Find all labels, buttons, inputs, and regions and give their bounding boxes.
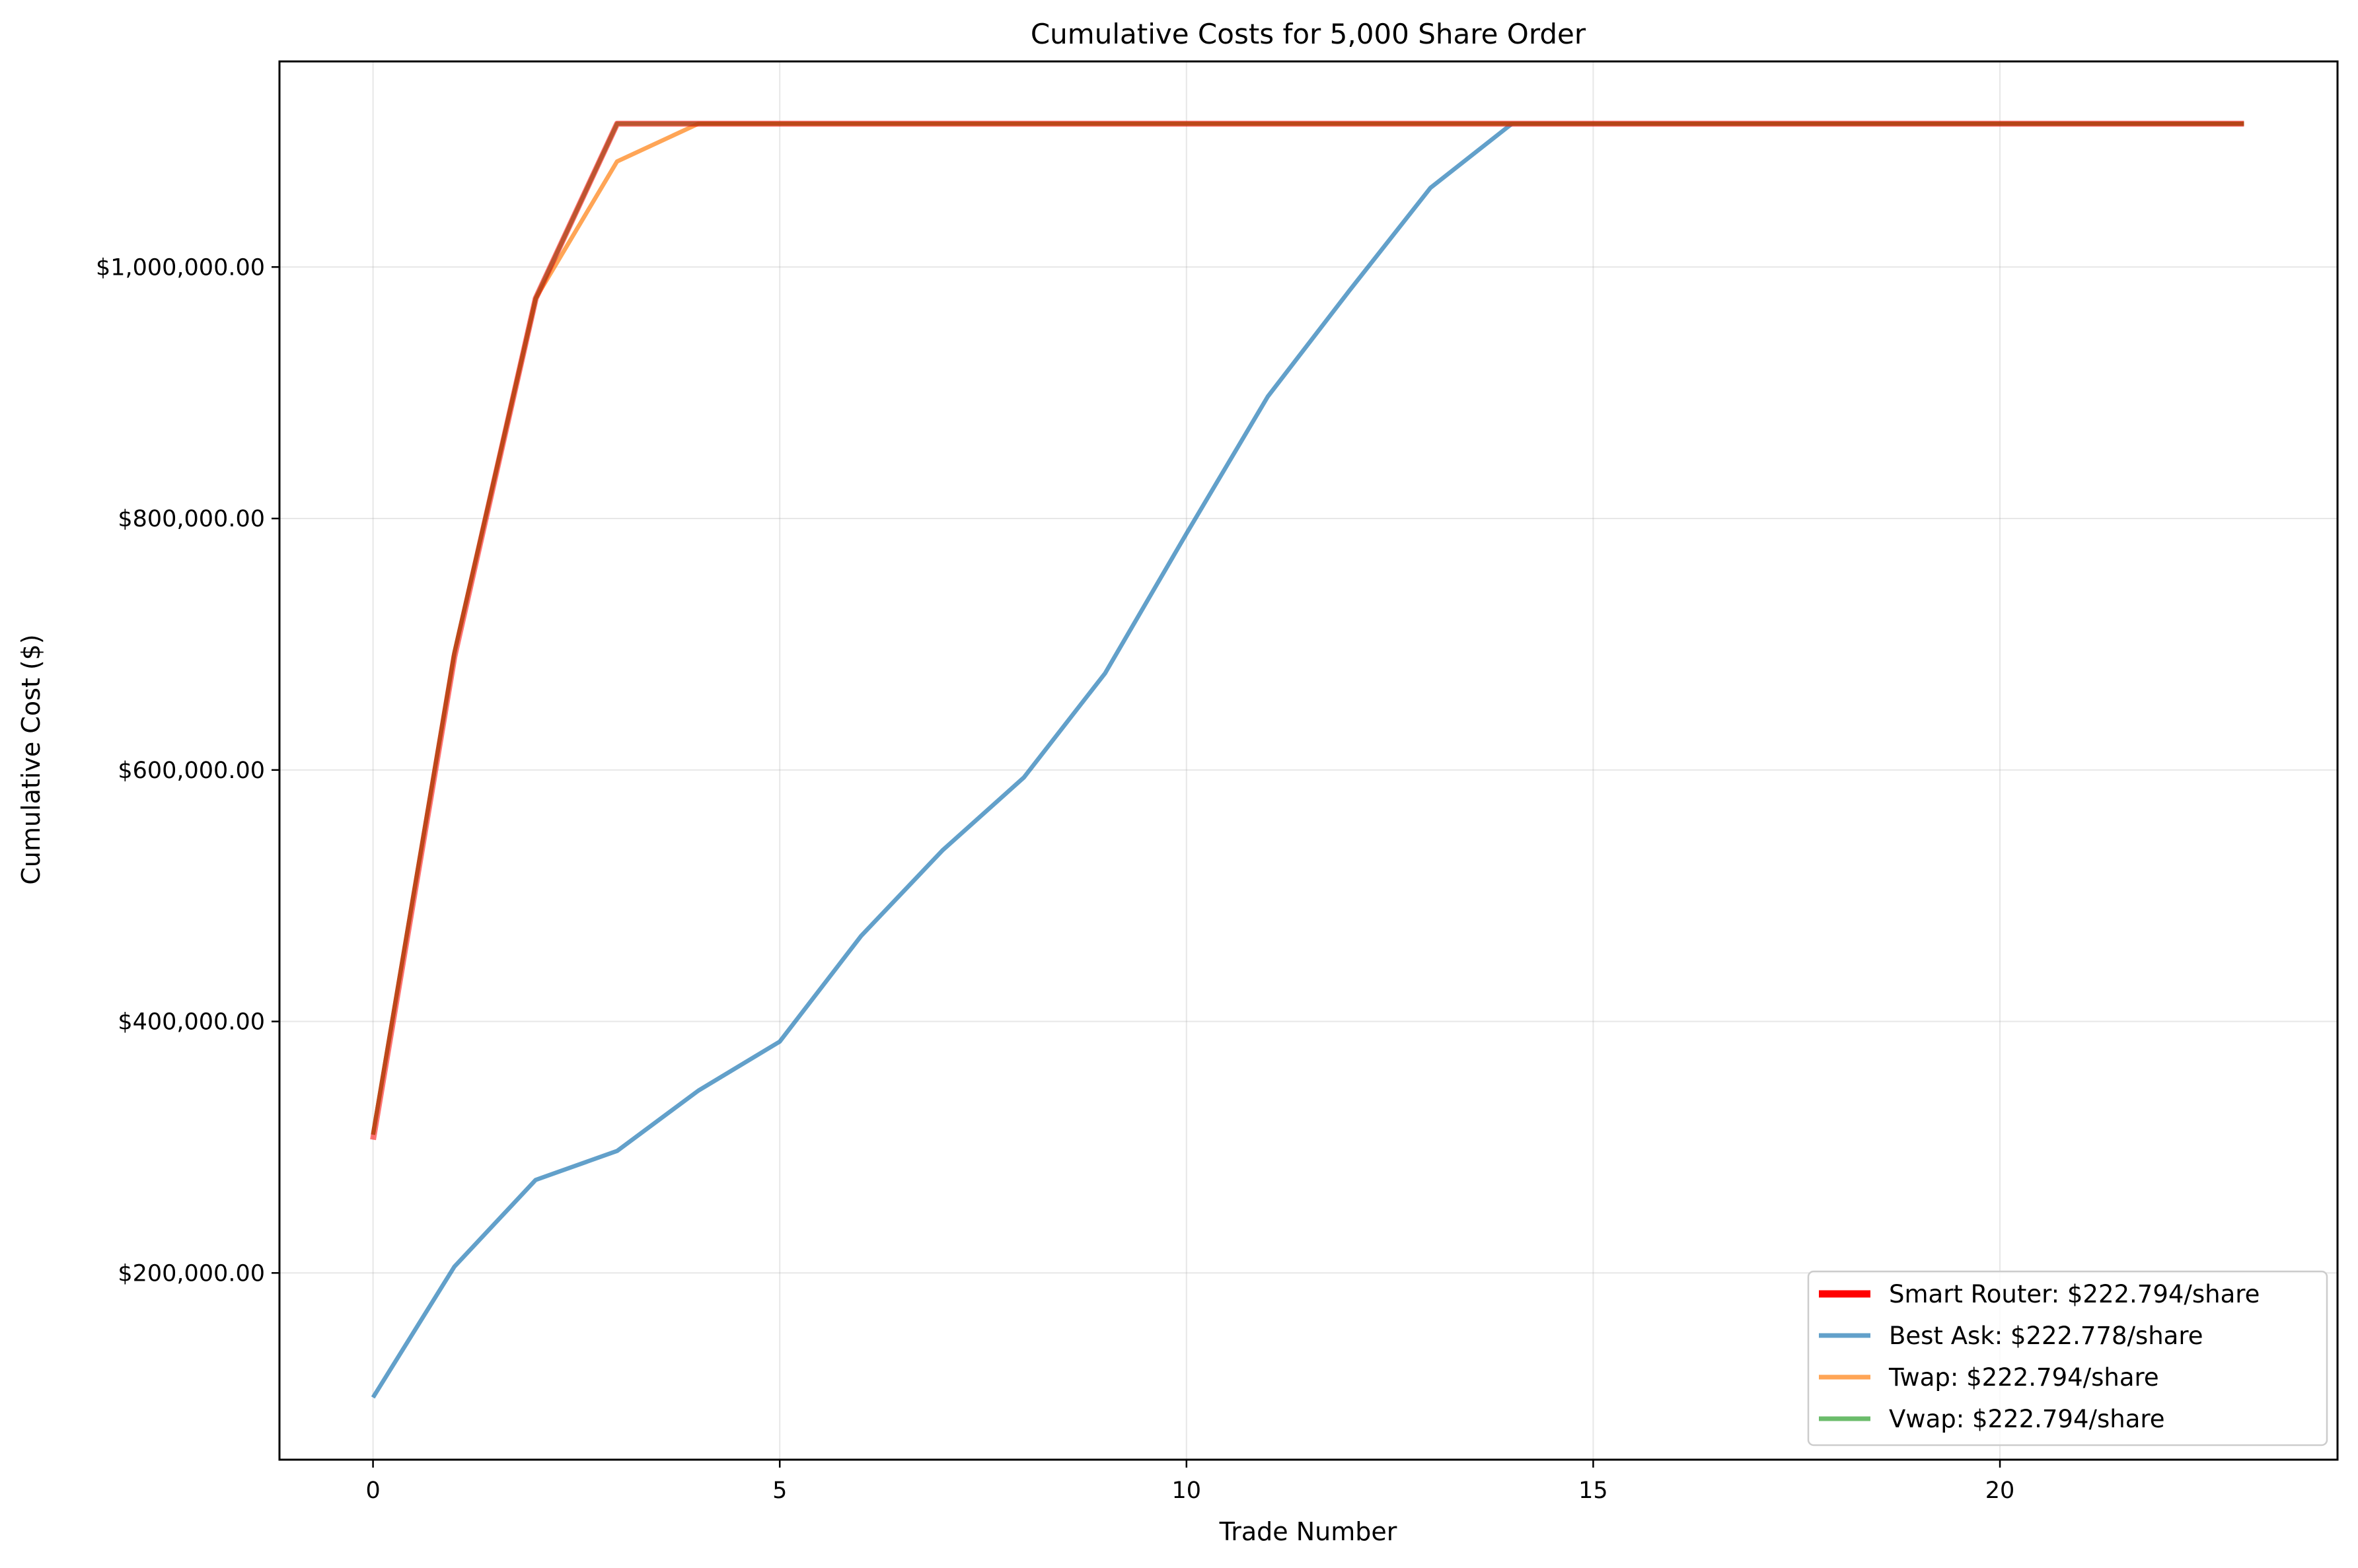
series-line [370,120,2244,1141]
legend-box [1807,1270,2328,1446]
y-axis-ticks: $200,000.00 $400,000.00 $600,000.00 $800,00… [96,254,279,1287]
x-axis-ticks: 0 5 10 15 20 [365,1460,2014,1504]
x-tick-label: 20 [1985,1478,2015,1504]
y-tick-label: $200,000.00 [118,1260,265,1287]
y-tick-label: $600,000.00 [118,758,265,784]
x-tick-label: 15 [1578,1478,1608,1504]
y-axis-label: Cumulative Cost ($) [17,634,46,884]
legend-label: Twap: $222.794/share [1888,1363,2159,1392]
x-tick-label: 5 [772,1478,787,1504]
legend-label: Best Ask: $222.778/share [1889,1322,2203,1350]
legend-label: Smart Router: $222.794/share [1889,1280,2260,1308]
y-tick-label: $800,000.00 [118,506,265,532]
plot-frame [278,60,2339,1461]
y-tick-label: $400,000.00 [118,1009,265,1036]
chart-title: Cumulative Costs for 5,000 Share Order [1031,18,1586,50]
x-axis-label: Trade Number [1219,1517,1397,1546]
legend-label: Vwap: $222.794/share [1889,1405,2165,1433]
grid-lines [279,61,2338,1460]
y-tick-label: $1,000,000.00 [96,254,265,281]
legend: Smart Router: $222.794/share Best Ask: $2… [1807,1270,2328,1446]
x-tick-label: 10 [1172,1478,1202,1504]
x-tick-label: 0 [365,1478,380,1504]
series-lines [370,120,2244,1399]
